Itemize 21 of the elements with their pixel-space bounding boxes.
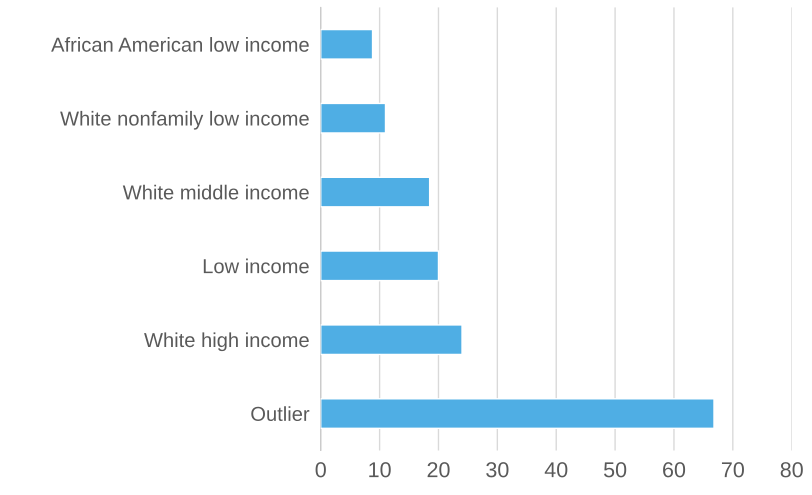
y-tick-label: African American low income: [51, 37, 309, 52]
bar: [320, 28, 374, 60]
x-tick-label: 70: [722, 462, 744, 478]
x-tick-label: 30: [486, 462, 508, 478]
x-tick-label: 0: [316, 462, 326, 478]
x-tick-label: 40: [544, 462, 568, 478]
y-tick-label: Outlier: [251, 406, 310, 422]
y-tick-label: Low income: [204, 258, 309, 274]
y-tick-label: White middle income: [122, 184, 309, 200]
x-tick-label: 50: [604, 462, 626, 478]
bar: [320, 176, 430, 208]
bar: [320, 102, 386, 134]
y-tick-label: White nonfamily low income: [60, 110, 309, 130]
y-tick-label: White high income: [144, 332, 309, 352]
x-tick-label: 20: [428, 462, 450, 478]
bar: [320, 324, 463, 356]
x-tick-label: 80: [780, 462, 803, 478]
x-tick-label: 60: [663, 462, 686, 478]
x-tick-label: 10: [369, 462, 391, 478]
bar: [320, 398, 715, 429]
bar: [320, 250, 440, 282]
